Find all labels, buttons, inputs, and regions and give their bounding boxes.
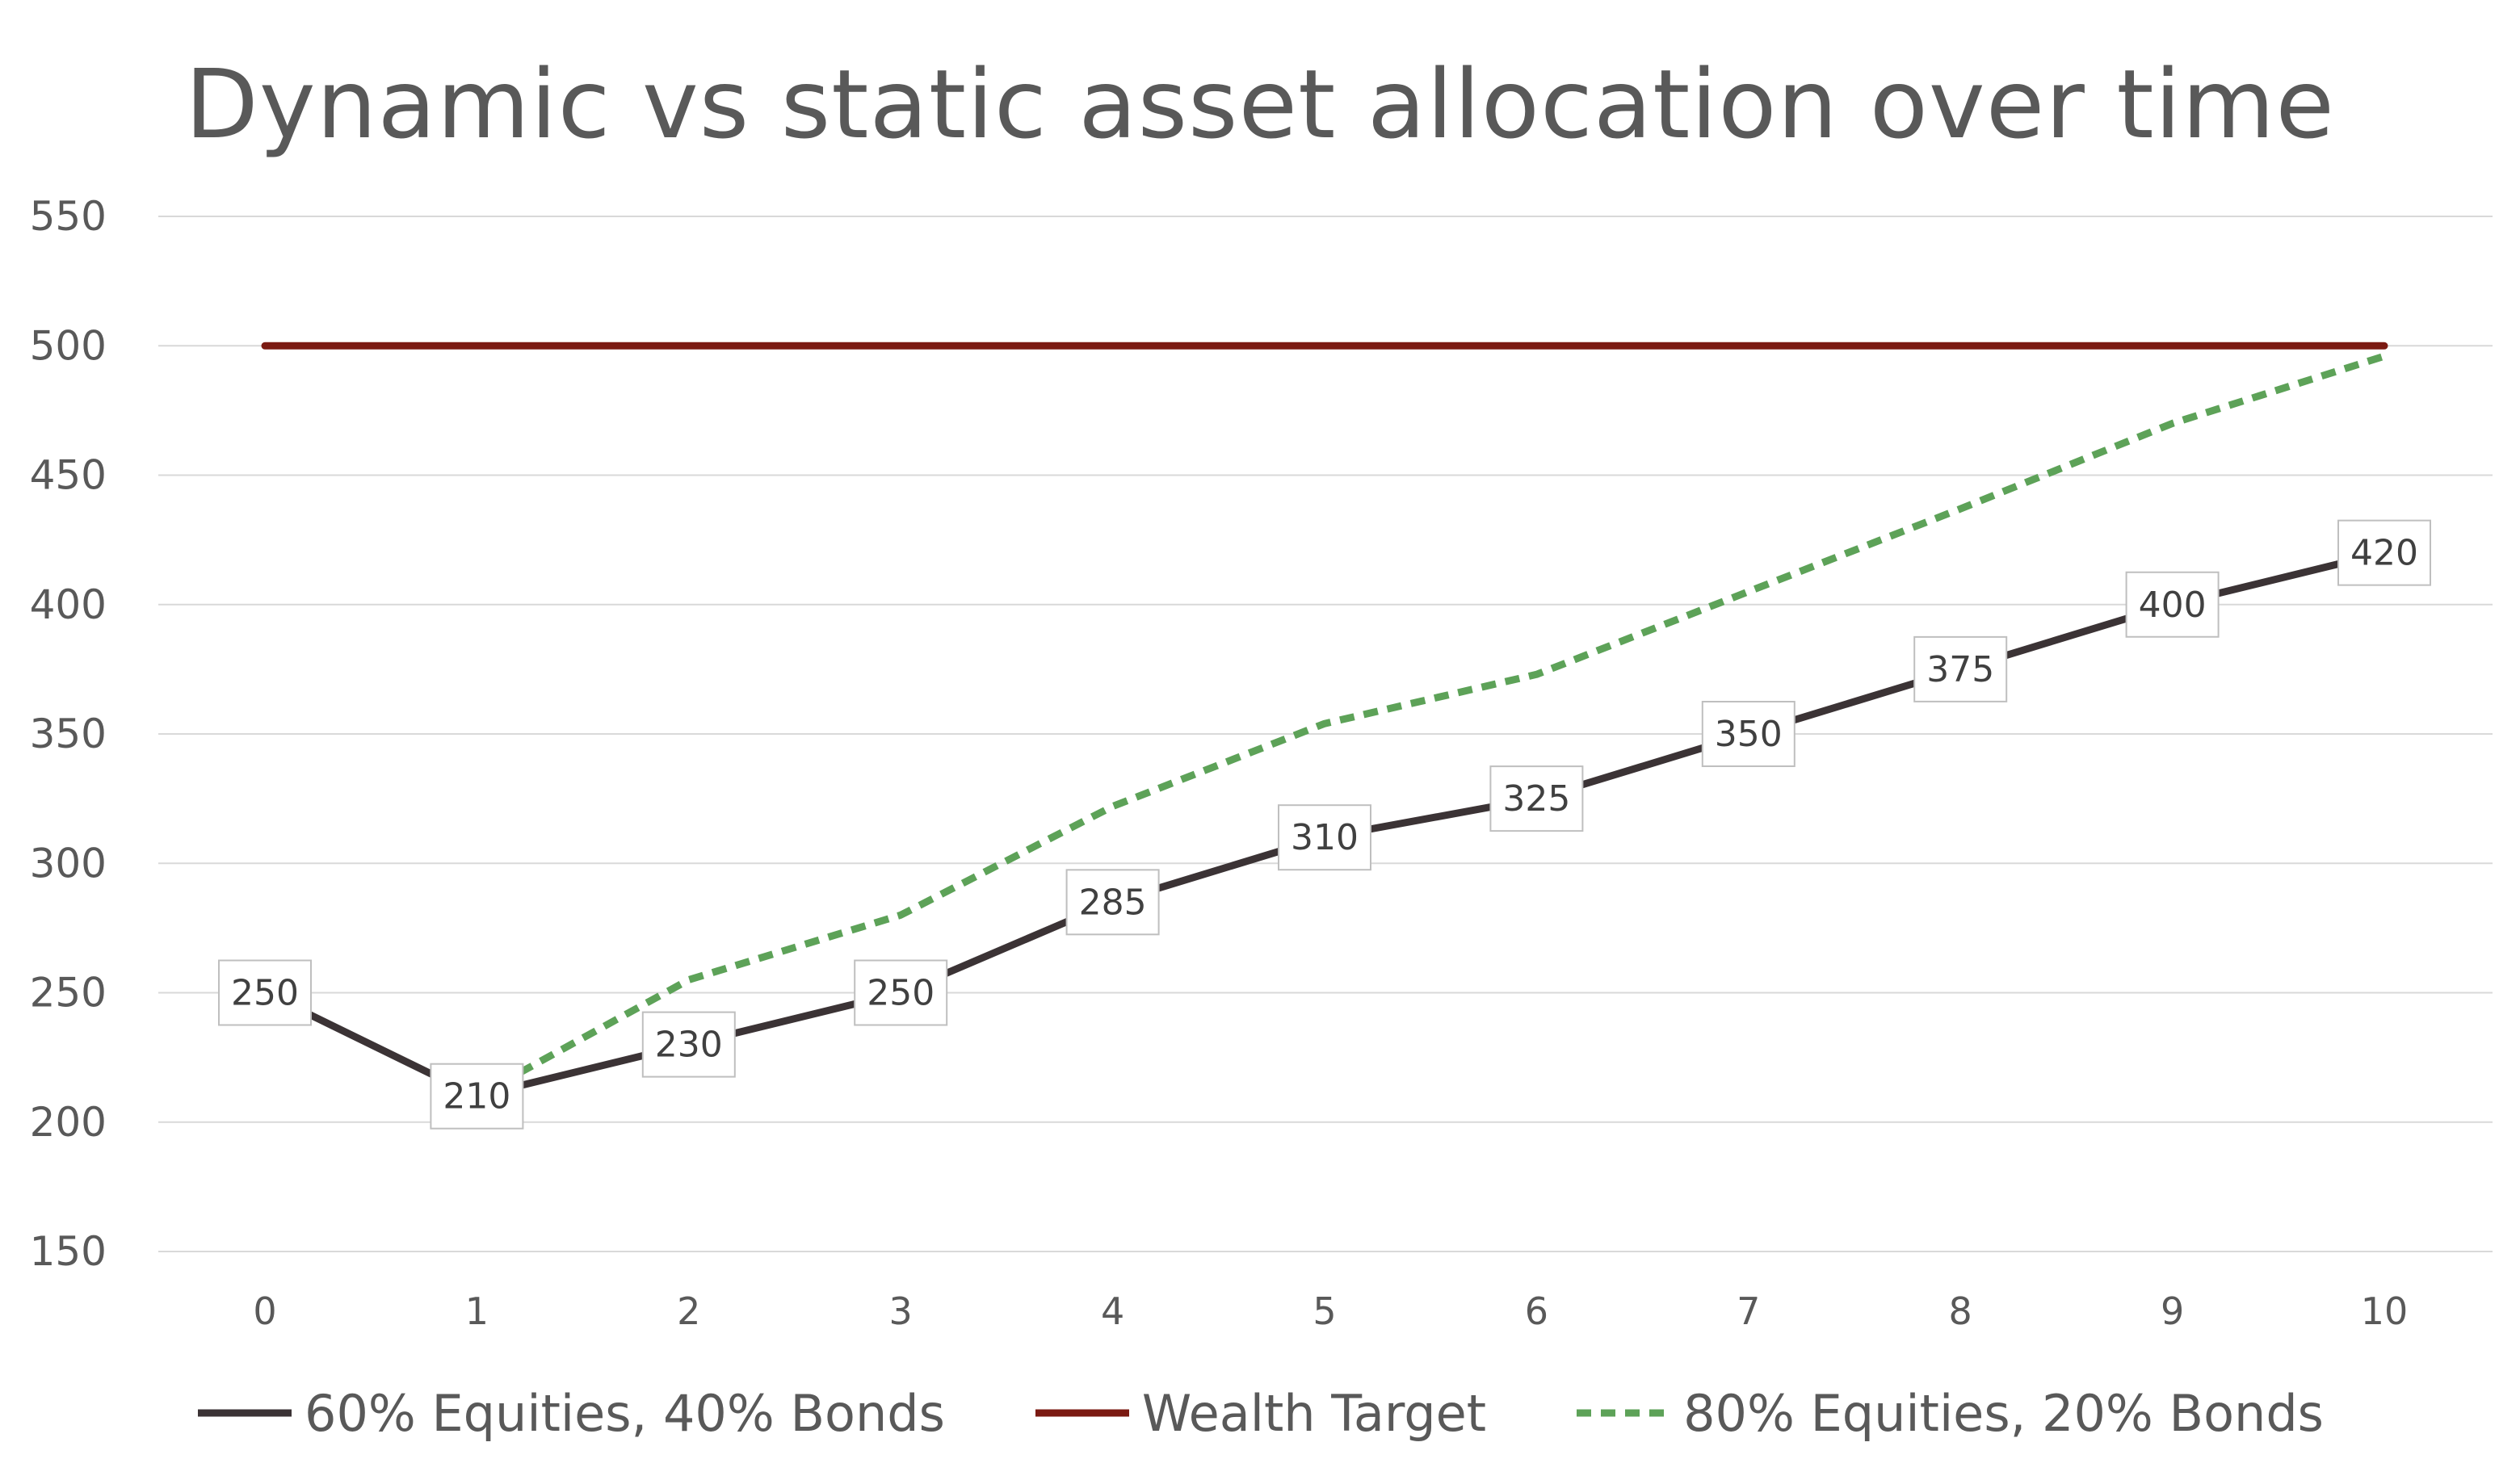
data-label-text: 420: [2350, 533, 2418, 574]
data-label-box: [2337, 519, 2431, 586]
legend-label-60-40: 60% Equities, 40% Bonds: [304, 1383, 945, 1443]
legend-item-wealth-target: Wealth Target: [1034, 1384, 1486, 1443]
y-tick-label-200: 200: [30, 1099, 107, 1146]
x-tick-label-8: 8: [1949, 1289, 1972, 1333]
x-tick-label-6: 6: [1525, 1289, 1548, 1333]
data-label: 400: [2125, 571, 2220, 638]
data-label-box: [218, 959, 312, 1026]
data-label-box: [1278, 804, 1371, 871]
x-tick-label-5: 5: [1312, 1289, 1336, 1333]
legend-swatch-60-40: [198, 1409, 292, 1417]
series-lines: [261, 342, 2388, 1101]
legend: 60% Equities, 40% Bonds Wealth Target 80…: [0, 1373, 2520, 1453]
legend-swatch-80-20: [1577, 1409, 1671, 1417]
data-label-box: [2125, 571, 2220, 638]
data-label-text: 310: [1291, 817, 1359, 858]
data-label: 230: [641, 1011, 736, 1078]
legend-swatch-wealth-target: [1035, 1409, 1129, 1417]
data-label-text: 230: [655, 1025, 723, 1066]
y-tick-label-350: 350: [30, 711, 107, 757]
data-label-box: [1489, 765, 1584, 832]
data-label-box: [1913, 635, 2008, 702]
data-label-text: 375: [1926, 649, 1994, 690]
x-tick-label-1: 1: [465, 1289, 489, 1333]
x-tick-label-4: 4: [1101, 1289, 1124, 1333]
data-label-text: 325: [1502, 778, 1570, 820]
legend-item-80-20: 80% Equities, 20% Bonds: [1575, 1384, 2324, 1443]
x-tick-label-10: 10: [2361, 1289, 2409, 1333]
data-label: 285: [1065, 869, 1160, 936]
data-label-text: 350: [1715, 714, 1783, 755]
data-label: 375: [1913, 635, 2008, 702]
data-label: 350: [1701, 701, 1796, 767]
legend-label-wealth-target: Wealth Target: [1141, 1383, 1487, 1443]
x-tick-label-2: 2: [677, 1289, 700, 1333]
y-axis-ticks: 150 200 250 300 350 400 450 500 550: [30, 193, 107, 1275]
y-tick-label-450: 450: [30, 452, 107, 499]
y-tick-label-300: 300: [30, 840, 107, 887]
y-tick-label-550: 550: [30, 193, 107, 240]
data-label: 250: [218, 959, 312, 1026]
y-tick-label-500: 500: [30, 322, 107, 369]
data-label: 310: [1278, 804, 1371, 871]
data-label-text: 210: [443, 1076, 510, 1117]
x-tick-label-3: 3: [889, 1289, 913, 1333]
data-label: 250: [854, 959, 948, 1026]
data-label-text: 250: [867, 973, 934, 1014]
x-tick-label-7: 7: [1737, 1289, 1760, 1333]
data-label-box: [641, 1011, 736, 1078]
data-label-text: 400: [2139, 585, 2207, 626]
chart-title: Dynamic vs static asset allocation over …: [185, 48, 2335, 160]
data-label-box: [1701, 701, 1796, 767]
data-labels: 250 210 230 250 285 310 325 350 375 400 420: [218, 519, 2431, 1130]
legend-label-80-20: 80% Equities, 20% Bonds: [1683, 1383, 2324, 1443]
data-label-text: 285: [1079, 882, 1147, 923]
data-label: 420: [2337, 519, 2431, 586]
legend-item-60-40: 60% Equities, 40% Bonds: [196, 1384, 945, 1443]
y-tick-label-250: 250: [30, 970, 107, 1017]
x-axis-ticks: 0 1 2 3 4 5 6 7 8 9 10: [253, 1289, 2408, 1333]
data-label: 325: [1489, 765, 1584, 832]
x-tick-label-9: 9: [2161, 1289, 2184, 1333]
data-label-box: [430, 1063, 524, 1130]
data-label: 210: [430, 1063, 524, 1130]
data-label-box: [854, 959, 948, 1026]
data-label-box: [1065, 869, 1160, 936]
y-tick-label-150: 150: [30, 1228, 107, 1275]
data-label-text: 250: [231, 973, 299, 1014]
x-tick-label-0: 0: [253, 1289, 276, 1333]
series-line-2: [475, 352, 2386, 1100]
y-tick-label-400: 400: [30, 581, 107, 628]
